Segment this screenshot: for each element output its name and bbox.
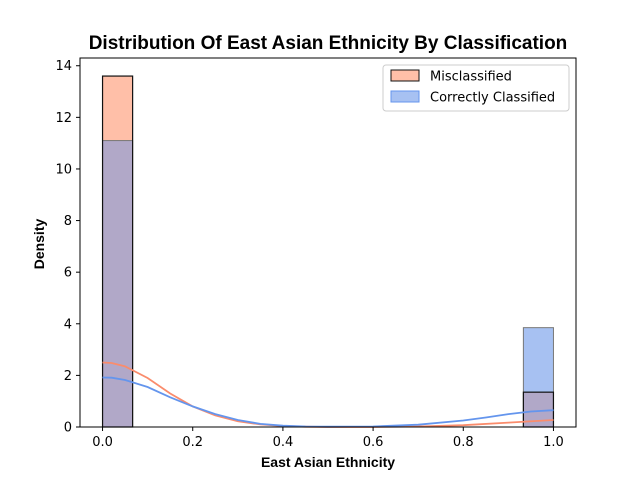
x-tick-label: 1.0 [543,435,564,450]
y-axis-label: Density [31,219,47,270]
y-tick-label: 4 [64,317,72,332]
bar-overlap [102,140,133,427]
bar-misclassified-upper [102,76,133,141]
y-tick-label: 10 [55,162,72,177]
x-tick-label: 0.4 [273,435,294,450]
legend-swatch-misclassified [390,69,420,82]
legend-box [382,64,570,112]
chart-title: Distribution Of East Asian Ethnicity By … [89,33,568,54]
y-tick-label: 0 [64,421,72,436]
x-tick-label: 0.0 [92,435,113,450]
y-tick-label: 12 [55,111,72,126]
legend: Misclassified Correctly Classified [382,64,570,112]
legend-label-misclassified: Misclassified [430,70,512,85]
x-tick-label: 0.6 [363,435,384,450]
x-axis-label: East Asian Ethnicity [261,454,395,470]
plot-area [79,57,577,428]
y-axis-ticks: 0 2 4 6 8 10 12 14 [55,59,80,436]
x-tick-label: 0.8 [453,435,474,450]
legend-swatch-correct [390,90,420,103]
x-tick-label: 0.2 [182,435,203,450]
y-tick-label: 8 [64,214,72,229]
x-axis-ticks: 0.0 0.2 0.4 0.6 0.8 1.0 [92,427,564,450]
y-tick-label: 2 [64,369,72,384]
bar-correct-upper [523,327,554,393]
y-tick-label: 14 [55,59,72,74]
legend-label-correct: Correctly Classified [430,91,555,106]
axes-frame [79,57,577,428]
kde-line-correct [102,376,554,428]
y-tick-label: 6 [64,266,72,281]
